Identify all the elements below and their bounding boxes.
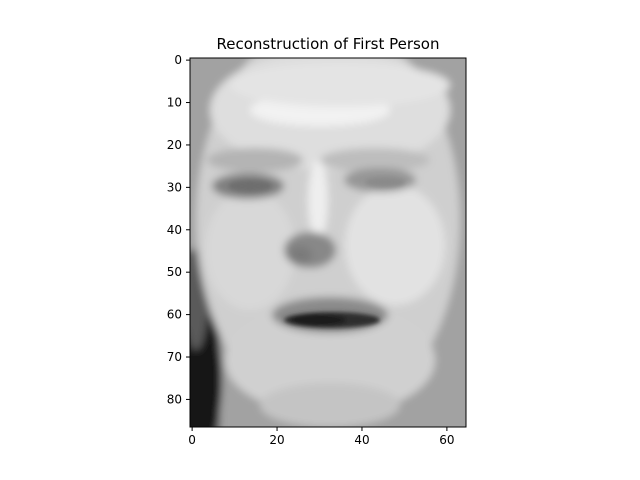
x-axis: 0 20 40 60 (188, 427, 455, 447)
x-tick-label: 60 (439, 433, 454, 447)
axes-frame (189, 57, 467, 428)
x-tick-label: 20 (269, 433, 284, 447)
y-tick-label: 0 (174, 53, 182, 67)
y-tick-label: 80 (167, 392, 182, 406)
y-tick-label: 70 (167, 350, 182, 364)
x-tick-label: 40 (354, 433, 369, 447)
y-axis: 0 10 20 30 40 50 60 70 80 (167, 53, 190, 406)
y-tick-label: 10 (167, 96, 182, 110)
y-tick-label: 50 (167, 265, 182, 279)
x-tick-label: 0 (188, 433, 196, 447)
face-image (190, 58, 466, 427)
y-tick-label: 40 (167, 223, 182, 237)
y-tick-label: 30 (167, 180, 182, 194)
y-tick-label: 20 (167, 138, 182, 152)
y-tick-label: 60 (167, 308, 182, 322)
chart-title: Reconstruction of First Person (217, 35, 440, 53)
